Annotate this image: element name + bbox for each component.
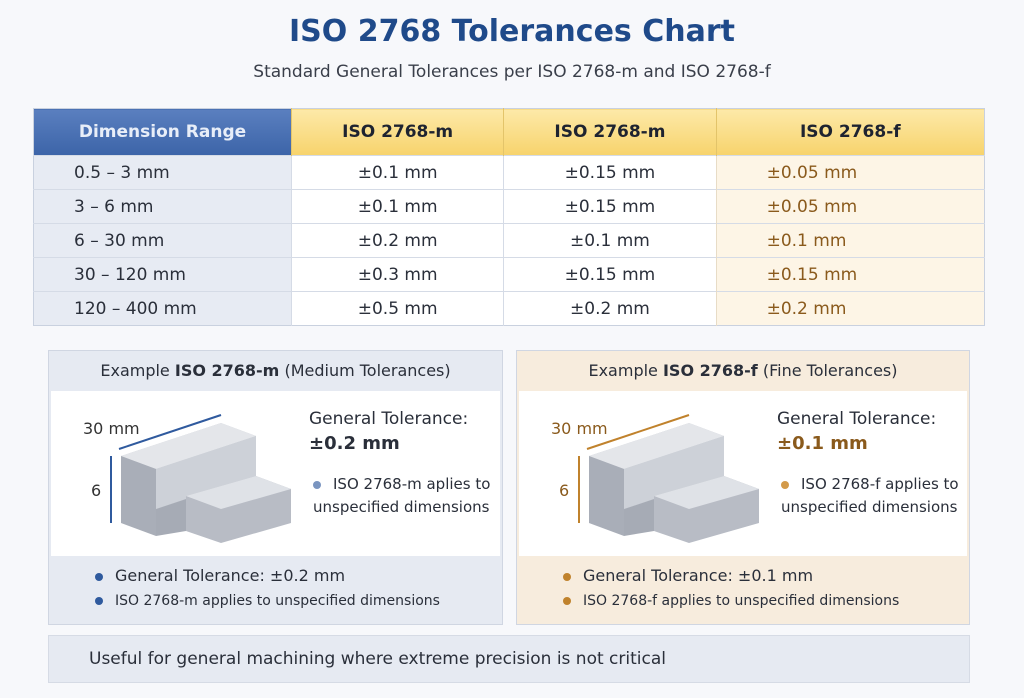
- note-text: ISO 2768-f applies to unspecified dimens…: [781, 475, 959, 516]
- dimension-range-cell: 0.5 – 3 mm: [33, 155, 292, 190]
- note-text: ISO 2768-m aplies to unspecified dimensi…: [313, 475, 491, 516]
- header-iso-m-2: ISO 2768-m: [503, 108, 717, 156]
- tolerance-cell: ±0.15 mm: [503, 155, 717, 190]
- svg-text:6: 6: [559, 481, 569, 500]
- bullet-text: General Tolerance: ±0.2 mm: [115, 566, 346, 585]
- tolerance-cell: ±0.2 mm: [503, 291, 717, 326]
- header-iso-m: ISO 2768-m: [290, 108, 504, 156]
- header-dimension-range: Dimension Range: [33, 108, 292, 156]
- bullet-icon: [563, 572, 571, 581]
- tolerance-cell: ±0.1 mm: [290, 189, 504, 224]
- bullet-text: ISO 2768-m applies to unspecified dimens…: [115, 593, 440, 609]
- tolerance-cell: ±0.05 mm: [715, 155, 985, 190]
- svg-text:30 mm: 30 mm: [83, 419, 140, 438]
- medium-example-panel: Example ISO 2768-m (Medium Tolerances) 3…: [48, 350, 503, 625]
- bullet-icon: [563, 597, 571, 605]
- svg-text:6: 6: [91, 481, 101, 500]
- page-subtitle: Standard General Tolerances per ISO 2768…: [253, 62, 771, 82]
- tolerance-table: Dimension Range ISO 2768-m ISO 2768-m IS…: [33, 108, 985, 326]
- bullet-text: General Tolerance: ±0.1 mm: [583, 566, 814, 585]
- tolerance-cell: ±0.1 mm: [715, 223, 985, 258]
- table-row: 120 – 400 mm ±0.5 mm ±0.2 mm ±0.2 mm: [33, 291, 985, 326]
- tolerance-cell: ±0.2 mm: [290, 223, 504, 258]
- tolerance-cell: ±0.15 mm: [503, 189, 717, 224]
- general-tolerance-value: ±0.2 mm: [309, 433, 400, 454]
- table-row: 30 – 120 mm ±0.3 mm ±0.15 mm ±0.15 mm: [33, 257, 985, 292]
- header-iso-f: ISO 2768-f: [715, 108, 985, 156]
- tolerance-cell: ±0.1 mm: [290, 155, 504, 190]
- footer-note: Useful for general machining where extre…: [48, 635, 970, 683]
- general-tolerance-value: ±0.1 mm: [777, 433, 868, 454]
- dimension-range-cell: 120 – 400 mm: [33, 291, 292, 326]
- tolerance-cell: ±0.5 mm: [290, 291, 504, 326]
- dimension-range-cell: 3 – 6 mm: [33, 189, 292, 224]
- block-illustration: 30 mm 6: [551, 414, 759, 543]
- general-tolerance-label: General Tolerance:: [777, 409, 937, 429]
- tolerance-cell: ±0.05 mm: [715, 189, 985, 224]
- table-row: 0.5 – 3 mm ±0.1 mm ±0.15 mm ±0.05 mm: [33, 155, 985, 190]
- block-illustration: 30 mm 6: [83, 414, 291, 543]
- bullet-icon: [95, 572, 103, 581]
- bullet-icon: [95, 597, 103, 605]
- general-tolerance-label: General Tolerance:: [309, 409, 469, 429]
- tolerance-cell: ±0.2 mm: [715, 291, 985, 326]
- svg-text:30 mm: 30 mm: [551, 419, 608, 438]
- tolerance-cell: ±0.3 mm: [290, 257, 504, 292]
- fine-example-panel: Example ISO 2768-f (Fine Tolerances) 30 …: [516, 350, 970, 625]
- bullet-icon: [781, 480, 789, 489]
- bullet-text: ISO 2768-f applies to unspecified dimens…: [583, 593, 900, 609]
- bullet-icon: [313, 480, 321, 489]
- tolerance-cell: ±0.15 mm: [503, 257, 717, 292]
- table-row: 3 – 6 mm ±0.1 mm ±0.15 mm ±0.05 mm: [33, 189, 985, 224]
- tolerance-cell: ±0.1 mm: [503, 223, 717, 258]
- dimension-range-cell: 6 – 30 mm: [33, 223, 292, 258]
- panel-heading: Example ISO 2768-m (Medium Tolerances): [100, 361, 451, 380]
- page-title: ISO 2768 Tolerances Chart: [289, 14, 735, 49]
- panel-heading: Example ISO 2768-f (Fine Tolerances): [588, 361, 898, 380]
- tolerance-cell: ±0.15 mm: [715, 257, 985, 292]
- table-row: 6 – 30 mm ±0.2 mm ±0.1 mm ±0.1 mm: [33, 223, 985, 258]
- dimension-range-cell: 30 – 120 mm: [33, 257, 292, 292]
